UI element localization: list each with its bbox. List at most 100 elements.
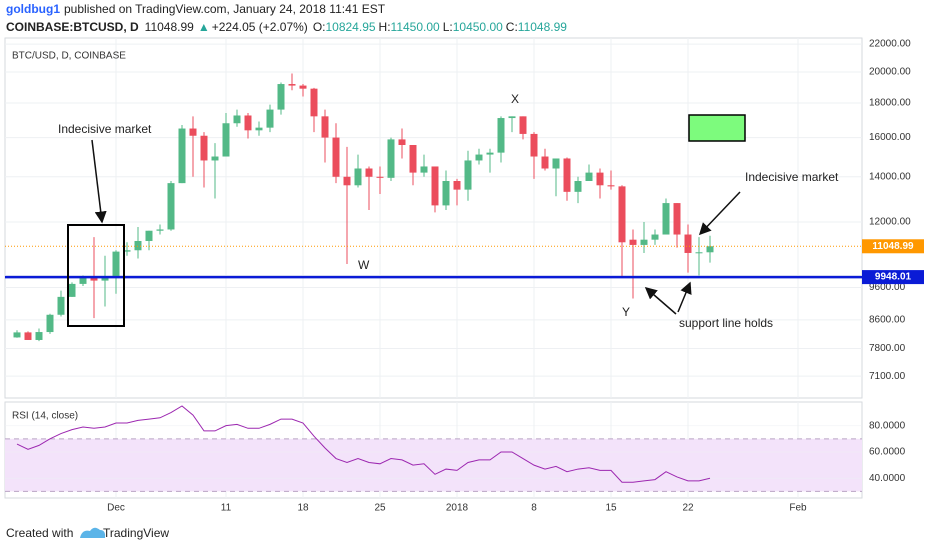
y-tick-label: 18000.00 (869, 98, 911, 109)
y-tick-label: 20000.00 (869, 67, 911, 78)
candle-body (376, 176, 384, 178)
candle-body (629, 239, 637, 245)
candle-body (24, 332, 32, 340)
candle-body (90, 277, 98, 281)
candle-body (46, 314, 54, 333)
candle-body (508, 116, 516, 119)
price-pane (4, 37, 863, 399)
x-tick-label: 18 (297, 503, 309, 514)
candle-body (563, 158, 571, 192)
candle-body (321, 116, 329, 138)
candle-body (398, 139, 406, 146)
candle-body (574, 181, 582, 192)
candle-body (596, 172, 604, 186)
candle-body (585, 172, 593, 182)
y-tick-label: 16000.00 (869, 132, 911, 143)
y-tick-label: 12000.00 (869, 217, 911, 228)
x-tick-label: Feb (789, 503, 807, 514)
ohlc-key: H: (379, 20, 391, 34)
x-tick-label: 2018 (446, 503, 469, 514)
arrow (698, 191, 741, 236)
candle-body (662, 203, 670, 235)
symbol-line: COINBASE:BTCUSD, D 11048.99 ▲ +224.05 (+2.0… (6, 20, 567, 34)
candle-body (332, 137, 340, 177)
candle-body (387, 139, 395, 178)
x-tick-label: 15 (605, 503, 617, 514)
candle-body (288, 84, 296, 86)
annotation: support line holds (679, 316, 773, 330)
candle-body (123, 250, 131, 252)
x-tick-label: 25 (374, 503, 386, 514)
y-tick-label: 22000.00 (869, 39, 911, 50)
candle-body (101, 277, 109, 281)
arrow (677, 281, 692, 313)
brand[interactable]: TradingView (103, 526, 169, 540)
candle-body (420, 166, 428, 173)
candle-body (35, 332, 43, 340)
price-label: 9948.01 (875, 272, 912, 283)
ohlc-key: L: (443, 20, 453, 34)
candle-body (255, 127, 263, 131)
candle-body (607, 185, 615, 187)
candle-body (68, 283, 76, 297)
price-label-bg (862, 239, 924, 254)
candle-body (112, 251, 120, 278)
candle-body (244, 115, 252, 131)
candle-body (453, 181, 461, 190)
ohlc-key: O: (313, 20, 326, 34)
candle-body (409, 145, 417, 173)
footer-text: Created with (6, 526, 73, 540)
candle-body (486, 152, 494, 155)
candle-body (684, 234, 692, 253)
arrow (644, 287, 677, 315)
rsi-tick-label: 80.0000 (869, 420, 906, 431)
annotation: X (511, 92, 519, 106)
y-tick-label: 7100.00 (869, 371, 906, 382)
candle-body (695, 252, 703, 254)
up-arrow: ▲ (198, 20, 210, 34)
candle-body (277, 84, 285, 110)
y-tick-label: 9600.00 (869, 282, 906, 293)
annotation: Y (622, 305, 630, 319)
target-box (688, 114, 746, 142)
candle-body (519, 116, 527, 134)
annotation: W (358, 258, 370, 272)
candle-body (618, 186, 626, 243)
candle-body (310, 88, 318, 117)
indecision-box (67, 224, 125, 327)
ohlc-value: 10824.95 (325, 20, 375, 34)
rsi-tick-label: 60.0000 (869, 447, 906, 458)
x-tick-label: 11 (221, 503, 232, 514)
author[interactable]: goldbug1 (6, 2, 60, 16)
candle-body (233, 115, 241, 124)
pane-title: BTC/USD, D, COINBASE (12, 51, 126, 62)
arrow (91, 139, 107, 224)
rsi-title: RSI (14, close) (12, 411, 78, 422)
x-tick-label: 22 (682, 503, 694, 514)
rsi-band (5, 438, 862, 492)
candle-body (497, 118, 505, 153)
annotation: Indecisive market (58, 122, 152, 136)
candle-body (178, 128, 186, 184)
header-line: goldbug1 published on TradingView.com, Ja… (6, 2, 386, 16)
rsi-line (16, 405, 711, 483)
candle-body (530, 133, 538, 157)
ohlc: O:10824.95 H:11450.00 L:10450.00 C:11048.99 (313, 20, 567, 34)
candle-body (365, 168, 373, 177)
ohlc-value: 10450.00 (453, 20, 503, 34)
candle-body (167, 183, 175, 230)
candle-body (156, 229, 164, 231)
candle-body (299, 85, 307, 89)
candle-body (640, 239, 648, 245)
candle-body (266, 109, 274, 128)
candle-body (222, 123, 230, 157)
candle-body (541, 156, 549, 169)
candle-body (134, 240, 142, 251)
candle-body (200, 135, 208, 161)
ohlc-value: 11450.00 (391, 20, 440, 34)
logo (80, 527, 106, 538)
candle-body (145, 230, 153, 241)
ohlc-key: C: (506, 20, 518, 34)
symbol: COINBASE:BTCUSD, D (6, 20, 139, 34)
